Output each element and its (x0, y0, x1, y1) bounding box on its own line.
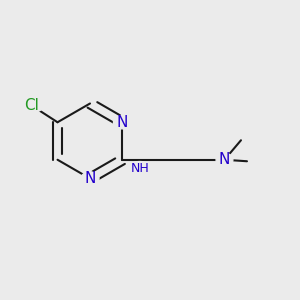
Ellipse shape (21, 99, 44, 112)
Ellipse shape (130, 161, 149, 175)
Ellipse shape (81, 172, 99, 185)
Ellipse shape (216, 153, 233, 166)
Text: Cl: Cl (25, 98, 40, 113)
Text: N: N (219, 152, 230, 167)
Ellipse shape (113, 116, 131, 129)
Text: NH: NH (130, 162, 149, 175)
Text: N: N (84, 171, 96, 186)
Text: N: N (117, 115, 128, 130)
